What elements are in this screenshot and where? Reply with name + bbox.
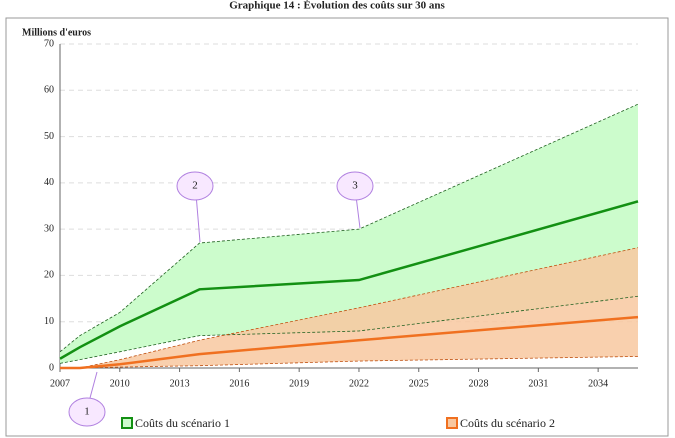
- x-tick-label: 2034: [588, 378, 608, 389]
- y-axis-label: Millions d'euros: [22, 27, 91, 38]
- y-tick-label: 70: [44, 38, 54, 49]
- band-area: [60, 247, 638, 368]
- x-tick-label: 2013: [170, 378, 190, 389]
- annotation-label: 1: [84, 406, 90, 418]
- legend-swatch: [121, 417, 133, 429]
- y-tick-label: 0: [49, 362, 54, 373]
- y-tick-label: 60: [44, 85, 54, 96]
- x-tick-label: 2025: [409, 378, 429, 389]
- annotation-label: 3: [352, 180, 358, 192]
- x-tick-label: 2019: [289, 378, 309, 389]
- x-tick-label: 2010: [110, 378, 130, 389]
- y-tick-label: 50: [44, 131, 54, 142]
- annotation-bubble: [336, 171, 374, 201]
- line: [60, 315, 639, 370]
- annotation-bubble: [68, 397, 106, 427]
- y-tick-label: 40: [44, 177, 54, 188]
- legend-label: Coûts du scénario 1: [135, 416, 230, 430]
- x-tick-label: 2007: [50, 378, 70, 389]
- x-tick-label: 2031: [528, 378, 548, 389]
- band-edge: [59, 103, 639, 353]
- x-tick-label: 2016: [229, 378, 249, 389]
- y-tick-label: 30: [44, 223, 54, 234]
- x-tick-label: 2022: [349, 378, 369, 389]
- legend-label: Coûts du scénario 2: [460, 416, 555, 430]
- annotation-arrow: [196, 199, 201, 243]
- annotation-arrow: [356, 199, 361, 229]
- annotation-arrow: [89, 371, 98, 399]
- annotation-label: 2: [192, 180, 198, 192]
- band-edge: [59, 295, 639, 364]
- chart-title: Graphique 14 : Évolution des coûts sur 3…: [229, 0, 445, 12]
- y-tick-label: 10: [44, 316, 54, 327]
- line: [59, 200, 639, 360]
- legend-swatch: [446, 417, 458, 429]
- y-tick-label: 20: [44, 270, 54, 281]
- x-tick-label: 2028: [469, 378, 489, 389]
- annotation-bubble: [176, 171, 214, 201]
